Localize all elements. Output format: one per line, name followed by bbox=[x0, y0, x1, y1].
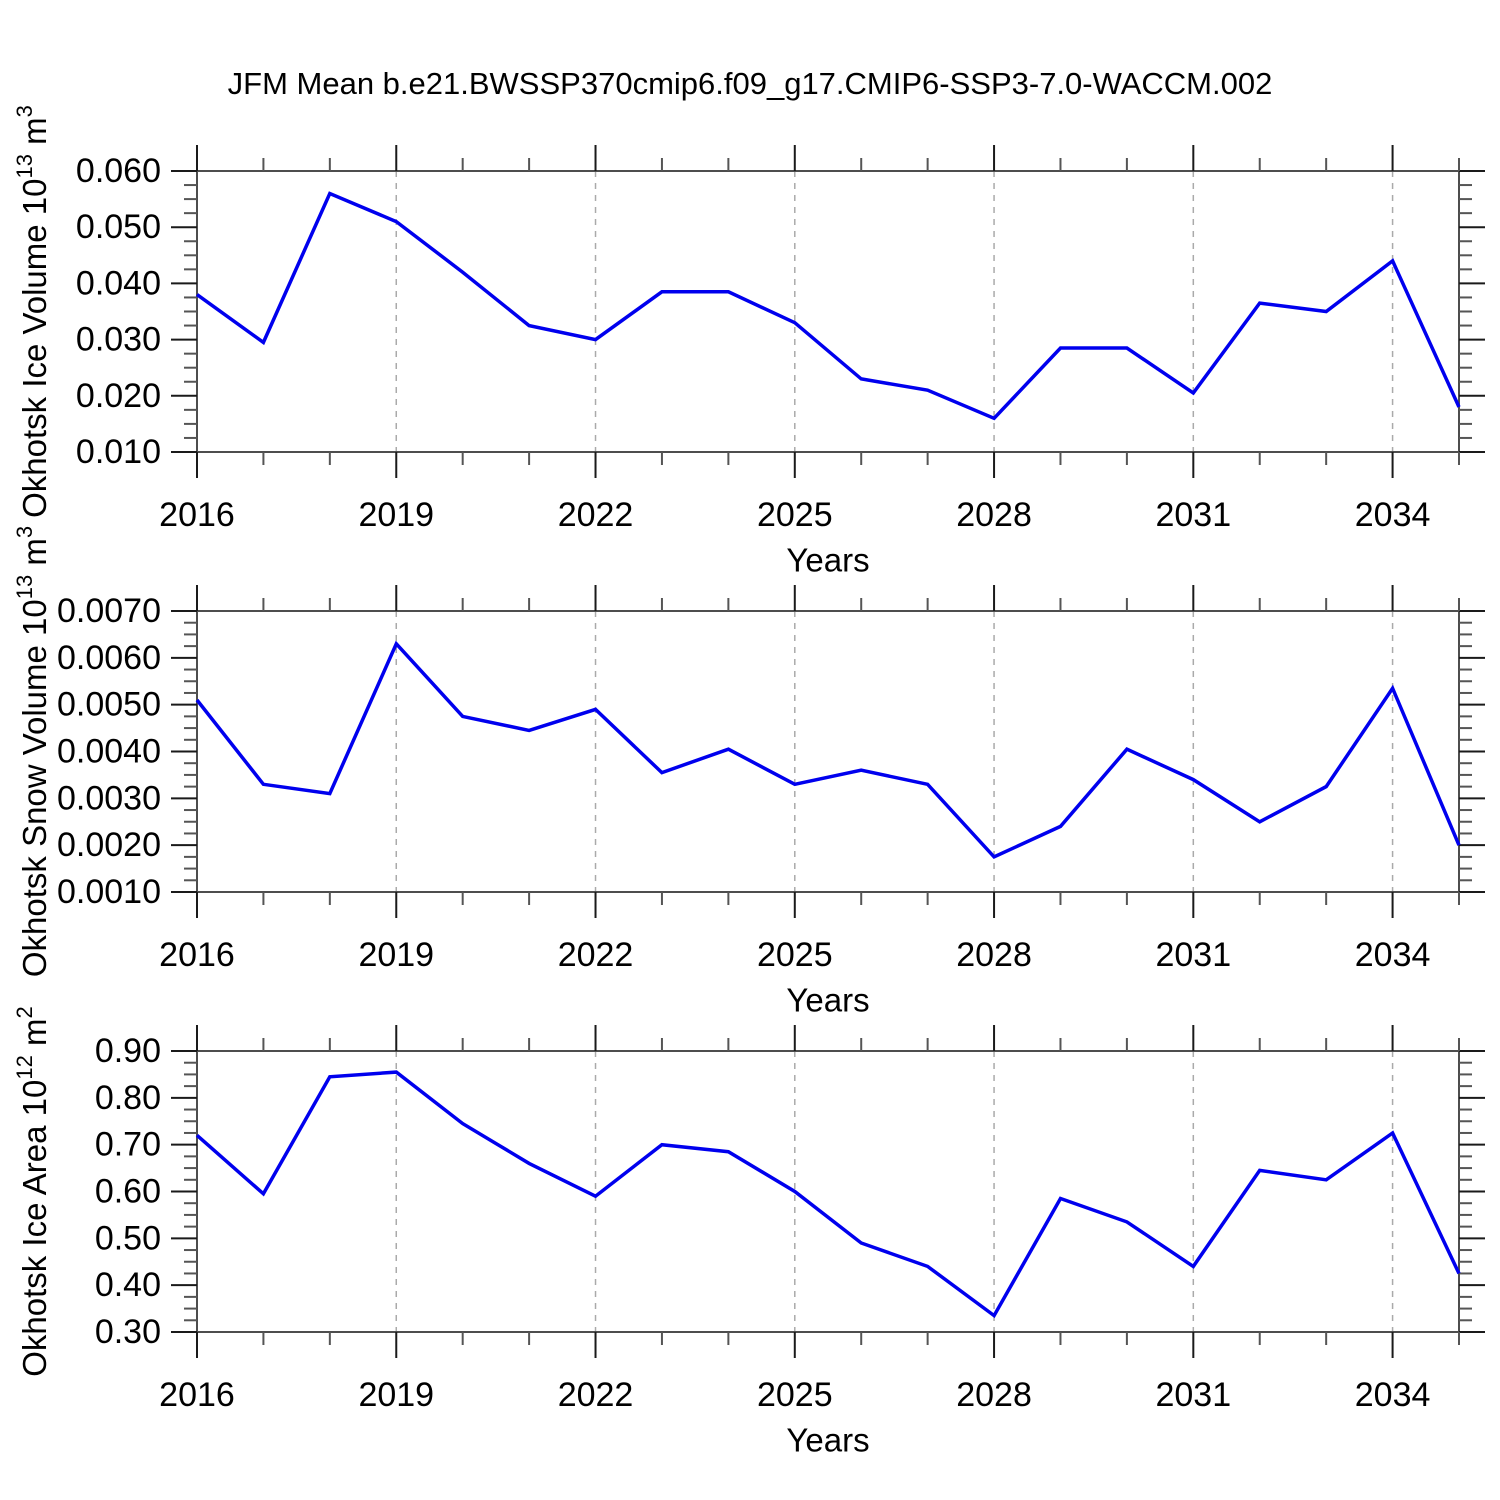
y-axis-title: Okhotsk Ice Volume 1013 m3 bbox=[12, 105, 53, 518]
x-tick-label: 2028 bbox=[956, 936, 1032, 974]
y-tick-label: 0.0040 bbox=[57, 733, 161, 771]
data-line-series bbox=[195, 640, 1461, 860]
y-tick-label: 0.0010 bbox=[57, 873, 161, 911]
x-tick-label: 2025 bbox=[757, 496, 833, 534]
x-tick-label: 2031 bbox=[1155, 496, 1231, 534]
x-tick-label: 2028 bbox=[956, 1376, 1032, 1414]
x-tick-label: 2019 bbox=[358, 936, 434, 974]
y-tick-label: 0.020 bbox=[76, 377, 161, 415]
y-tick-label: 0.0070 bbox=[57, 592, 161, 630]
y-tick-label: 0.050 bbox=[76, 208, 161, 246]
y-tick-label: 0.60 bbox=[95, 1173, 161, 1211]
x-tick-label: 2025 bbox=[757, 936, 833, 974]
x-tick-label: 2034 bbox=[1355, 1376, 1431, 1414]
y-tick-label: 0.0050 bbox=[57, 686, 161, 724]
y-tick-label: 0.040 bbox=[76, 264, 161, 302]
y-tick-label: 0.90 bbox=[95, 1032, 161, 1070]
x-tick-label: 2022 bbox=[558, 936, 634, 974]
x-tick-label: 2034 bbox=[1355, 936, 1431, 974]
x-tick-label: 2016 bbox=[159, 936, 235, 974]
y-tick-label: 0.40 bbox=[95, 1266, 161, 1304]
panel-2: 0.0010 0.0020 0.0030 0.0040 0.0050 0.0060 0.00… bbox=[12, 526, 1485, 1019]
y-tick-label: 0.0020 bbox=[57, 826, 161, 864]
y-tick-label: 0.70 bbox=[95, 1126, 161, 1164]
y-tick-label: 0.0060 bbox=[57, 639, 161, 677]
data-line-series bbox=[195, 191, 1461, 421]
chart-title: JFM Mean b.e21.BWSSP370cmip6.f09_g17.CMI… bbox=[227, 66, 1273, 101]
x-axis-title: Years bbox=[786, 542, 869, 579]
y-tick-label: 0.30 bbox=[95, 1313, 161, 1351]
y-tick-label: 0.060 bbox=[76, 152, 161, 190]
x-tick-label: 2028 bbox=[956, 496, 1032, 534]
x-axis-title: Years bbox=[786, 1422, 869, 1459]
x-tick-label: 2016 bbox=[159, 1376, 235, 1414]
x-tick-label: 2016 bbox=[159, 496, 235, 534]
x-tick-label: 2031 bbox=[1155, 1376, 1231, 1414]
x-tick-label: 2031 bbox=[1155, 936, 1231, 974]
y-tick-label: 0.80 bbox=[95, 1079, 161, 1117]
x-tick-label: 2019 bbox=[358, 1376, 434, 1414]
x-tick-label: 2022 bbox=[558, 496, 634, 534]
y-tick-label: 0.010 bbox=[76, 433, 161, 471]
x-tick-label: 2019 bbox=[358, 496, 434, 534]
y-tick-label: 0.030 bbox=[76, 321, 161, 359]
data-line-series bbox=[195, 1070, 1461, 1319]
y-axis-title: Okhotsk Snow Volume 1013 m3 bbox=[12, 526, 53, 977]
y-tick-label: 0.0030 bbox=[57, 779, 161, 817]
x-axis-title: Years bbox=[786, 982, 869, 1019]
panel-1: 0.010 0.020 0.030 0.040 0.050 0.060 2016 2019 20… bbox=[12, 105, 1485, 579]
y-tick-label: 0.50 bbox=[95, 1219, 161, 1257]
y-axis-title: Okhotsk Ice Area 1012 m2 bbox=[12, 1006, 53, 1377]
x-tick-label: 2034 bbox=[1355, 496, 1431, 534]
x-tick-label: 2022 bbox=[558, 1376, 634, 1414]
x-tick-label: 2025 bbox=[757, 1376, 833, 1414]
panel-3: 0.30 0.40 0.50 0.60 0.70 0.80 0.90 2016 2019 2022… bbox=[12, 1006, 1485, 1459]
